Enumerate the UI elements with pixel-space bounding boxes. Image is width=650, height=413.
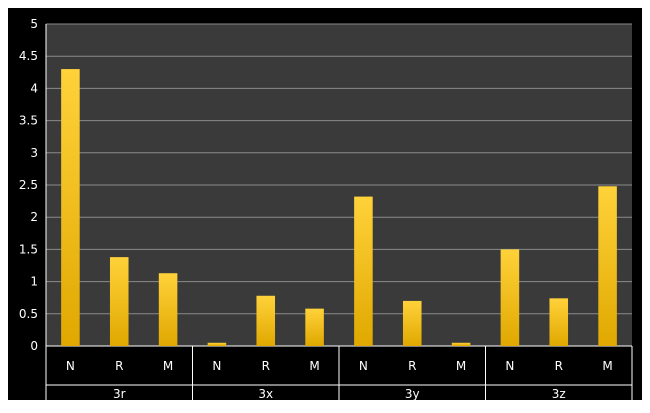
bar-3x-M xyxy=(305,308,324,346)
y-tick-label: 0.5 xyxy=(19,307,38,321)
y-tick-label: 2.5 xyxy=(19,178,38,192)
bar-3y-M xyxy=(451,342,471,346)
bar-3z-R xyxy=(549,298,569,346)
bar-chart: 0 0.5 1 1.5 2 2.5 3 3.5 4 4.5 5 N R M 3r N R M 3x N R M 3y N R M 3… xyxy=(19,17,633,401)
y-tick-label: 1 xyxy=(30,275,38,289)
y-tick-label: 5 xyxy=(30,17,38,31)
y-tick-label: 3 xyxy=(30,146,38,160)
x-category-label: M xyxy=(456,359,466,373)
y-tick-label: 2 xyxy=(30,210,38,224)
bar-3y-R xyxy=(402,300,422,346)
x-category-label: R xyxy=(262,359,270,373)
x-group-label: 3y xyxy=(405,387,420,401)
x-category-label: M xyxy=(163,359,173,373)
chart-frame: 0 0.5 1 1.5 2 2.5 3 3.5 4 4.5 5 N R M 3r N R M 3x N R M 3y N R M 3… xyxy=(8,8,642,401)
x-category-label: R xyxy=(115,359,123,373)
bar-3x-N xyxy=(207,342,227,346)
y-tick-label: 4 xyxy=(30,81,38,95)
x-group-label: 3z xyxy=(552,387,566,401)
x-group-label: 3r xyxy=(113,387,126,401)
bar-3r-M xyxy=(158,273,178,346)
bar-3z-M xyxy=(598,186,617,346)
y-tick-label: 4.5 xyxy=(19,49,38,63)
x-category-label: M xyxy=(602,359,612,373)
x-category-label: N xyxy=(359,359,368,373)
bar-3x-R xyxy=(256,295,276,346)
x-category-label: N xyxy=(212,359,221,373)
x-group-label: 3x xyxy=(258,387,273,401)
bar-3r-R xyxy=(109,257,129,346)
y-tick-label: 3.5 xyxy=(19,114,38,128)
x-category-label: R xyxy=(555,359,563,373)
y-tick-label: 1.5 xyxy=(19,242,38,256)
x-category-label: R xyxy=(408,359,416,373)
x-category-label: M xyxy=(309,359,319,373)
y-tick-label: 0 xyxy=(30,339,38,353)
x-category-label: N xyxy=(505,359,514,373)
bar-3y-N xyxy=(354,196,373,346)
bar-3r-N xyxy=(61,69,80,346)
bar-3z-N xyxy=(500,249,520,346)
x-category-label: N xyxy=(66,359,75,373)
